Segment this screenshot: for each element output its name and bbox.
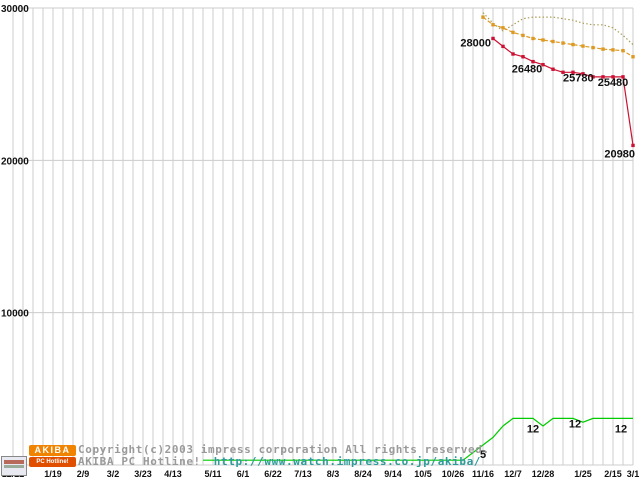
x-axis-label: 5/11 <box>204 469 221 479</box>
x-axis-label: 12/7 <box>504 469 522 479</box>
y-axis-label: 30000 <box>1 4 29 15</box>
value-label: 5 <box>480 449 486 461</box>
x-axis-label: 1/19 <box>44 469 62 479</box>
marker-average-price <box>611 48 615 52</box>
marker-average-price <box>481 15 485 19</box>
corner-icon <box>1 456 27 476</box>
series-highest-price <box>482 12 634 46</box>
marker-average-price <box>491 23 495 27</box>
x-axis-label: 3/2 <box>107 469 120 479</box>
marker-average-price <box>521 33 525 38</box>
marker-average-price <box>631 55 635 59</box>
site-url: http://www.watch.impress.co.jp/akiba/ <box>213 455 482 468</box>
marker-lowest-price <box>501 44 505 49</box>
marker-lowest-price <box>581 72 585 76</box>
x-axis-label: 4/13 <box>164 469 182 479</box>
marker-lowest-price <box>591 75 595 79</box>
akiba-logo-badge: AKIBA <box>29 445 76 456</box>
x-axis-label: 6/22 <box>264 469 282 479</box>
x-axis-label: 11/16 <box>472 469 494 479</box>
marker-average-price <box>551 39 555 44</box>
site-line: AKIBA PC Hotline! http://www.watch.impres… <box>78 455 481 468</box>
series-average-price <box>482 16 634 58</box>
x-axis-label: 2/9 <box>77 469 90 479</box>
x-axis-label: 7/13 <box>294 469 312 479</box>
marker-average-price <box>561 41 565 45</box>
series-shop-count <box>203 417 633 461</box>
marker-lowest-price <box>551 67 555 71</box>
marker-average-price <box>531 36 535 41</box>
x-axis-label: 10/5 <box>414 469 432 479</box>
corner-icon-art-top <box>4 460 24 464</box>
x-axis-label: 2/15 <box>604 469 622 479</box>
value-label: 25780 <box>563 72 594 84</box>
marker-lowest-price <box>541 62 545 67</box>
copyright-line: Copyright(c)2003 impress corporation All… <box>78 443 490 456</box>
marker-lowest-price <box>491 36 495 41</box>
value-label: 28000 <box>460 37 491 49</box>
site-name: AKIBA PC Hotline! <box>78 455 201 468</box>
marker-lowest-price <box>521 55 525 59</box>
x-axis-label: 12/28 <box>532 469 555 479</box>
value-label: 20980 <box>604 148 635 160</box>
marker-average-price <box>511 30 515 35</box>
x-axis-label: 3/1 <box>627 469 640 479</box>
x-axis-label: 8/24 <box>354 469 372 479</box>
x-axis-label: 9/14 <box>384 469 402 479</box>
marker-lowest-price <box>631 143 635 148</box>
x-axis-label: 10/26 <box>442 469 465 479</box>
marker-average-price <box>541 38 545 42</box>
corner-icon-art-bottom <box>4 465 24 468</box>
marker-lowest-price <box>621 75 625 79</box>
marker-average-price <box>501 26 505 30</box>
marker-lowest-price <box>511 52 515 56</box>
value-label: 12 <box>569 418 581 430</box>
value-label: 26480 <box>512 64 543 76</box>
marker-average-price <box>621 48 625 53</box>
marker-average-price <box>601 47 605 51</box>
x-axis-label: 1/25 <box>574 469 592 479</box>
value-label: 12 <box>527 423 539 435</box>
x-axis-label: 8/3 <box>327 469 340 479</box>
x-axis-label: 3/23 <box>134 469 152 479</box>
marker-average-price <box>591 45 595 50</box>
value-label: 12 <box>615 423 627 435</box>
marker-average-price <box>581 44 585 48</box>
y-axis-label: 20000 <box>1 156 29 167</box>
y-axis-label: 10000 <box>1 309 29 320</box>
marker-lowest-price <box>561 70 565 74</box>
value-label: 25480 <box>598 77 629 89</box>
marker-average-price <box>571 42 575 47</box>
marker-lowest-price <box>611 75 615 79</box>
akiba-logo-subbadge: PC Hotline! <box>29 457 76 467</box>
marker-lowest-price <box>601 75 605 79</box>
marker-lowest-price <box>531 59 535 64</box>
marker-lowest-price <box>571 70 575 74</box>
x-axis-label: 6/1 <box>237 469 250 479</box>
